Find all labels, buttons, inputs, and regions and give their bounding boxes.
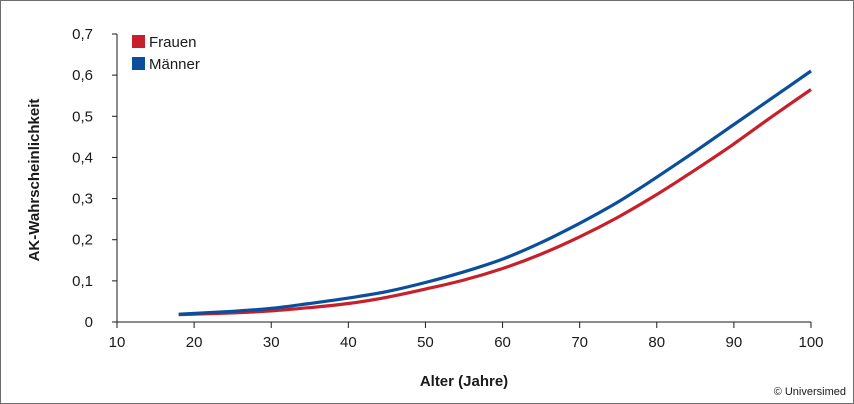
x-tick-label: 90 bbox=[726, 334, 743, 351]
legend-swatch bbox=[132, 57, 145, 70]
y-tick-label: 0 bbox=[85, 314, 93, 331]
y-tick-label: 0,1 bbox=[72, 273, 93, 290]
x-tick-label: 30 bbox=[263, 334, 280, 351]
y-tick-label: 0,2 bbox=[72, 232, 93, 249]
y-tick-label: 0,7 bbox=[72, 26, 93, 43]
x-axis-title: Alter (Jahre) bbox=[420, 373, 508, 390]
y-axis-title: AK-Wahrscheinlichkeit bbox=[26, 99, 43, 262]
legend: Frauen Männer bbox=[132, 34, 200, 73]
x-tick-label: 20 bbox=[186, 334, 203, 351]
legend-label: Frauen bbox=[149, 34, 197, 51]
y-tick-label: 0,4 bbox=[72, 149, 93, 166]
axes: 10 20 30 40 50 60 70 80 90 100 0 0,1 0,2 0,3 0,4 0,5 0,6… bbox=[72, 26, 823, 351]
legend-item: Frauen bbox=[132, 34, 197, 51]
series-line-frauen bbox=[178, 88, 812, 317]
series-line-maenner bbox=[178, 69, 812, 316]
x-tick-label: 50 bbox=[417, 334, 434, 351]
y-tick-label: 0,5 bbox=[72, 108, 93, 125]
x-tick-label: 80 bbox=[648, 334, 665, 351]
legend-swatch bbox=[132, 35, 145, 48]
x-tick-label: 60 bbox=[494, 334, 511, 351]
legend-item: Männer bbox=[132, 56, 200, 73]
copyright-credit: © Universimed bbox=[773, 386, 846, 398]
x-tick-label: 100 bbox=[798, 334, 823, 351]
x-tick-label: 40 bbox=[340, 334, 357, 351]
y-tick-label: 0,6 bbox=[72, 67, 93, 84]
x-tick-label: 10 bbox=[109, 334, 126, 351]
x-tick-label: 70 bbox=[571, 334, 588, 351]
legend-label: Männer bbox=[149, 56, 200, 73]
y-tick-label: 0,3 bbox=[72, 191, 93, 208]
series-lines bbox=[178, 69, 812, 317]
